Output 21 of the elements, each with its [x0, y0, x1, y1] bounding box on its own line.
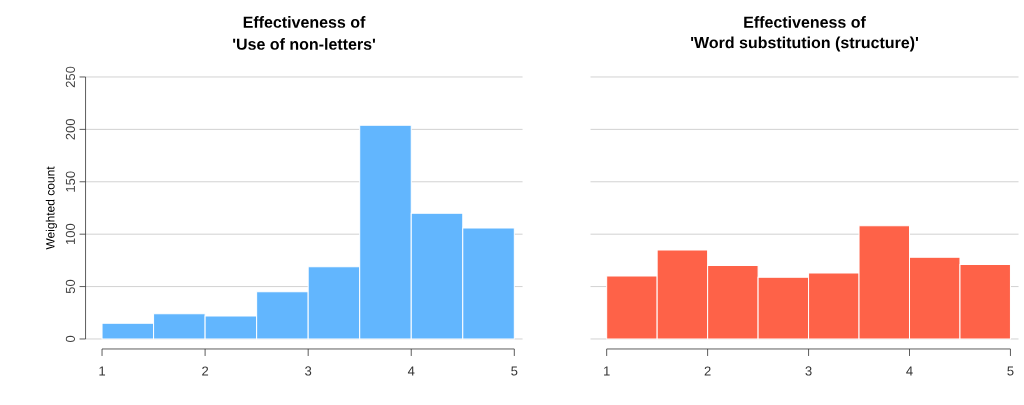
- y-tick-label: 250: [65, 66, 76, 88]
- x-tick-label: 2: [704, 366, 711, 376]
- chart-title: Effectiveness of: [243, 16, 366, 28]
- y-tick-label: 200: [65, 119, 76, 140]
- y-tick-label: 0: [65, 335, 76, 343]
- x-tick-label: 1: [604, 366, 610, 376]
- x-tick-label: 5: [511, 366, 518, 376]
- y-tick-label: 150: [65, 171, 76, 192]
- chart-subtitle: 'Word substitution (structure)': [691, 36, 919, 52]
- x-tick-label: 4: [906, 366, 913, 376]
- y-axis-title: Weighted count: [45, 166, 57, 250]
- y-tick-label: 50: [65, 279, 76, 294]
- chart-title: Effectiveness of: [744, 16, 866, 28]
- x-tick-label: 5: [1007, 366, 1014, 376]
- chart-subtitle: 'Use of non-letters': [233, 38, 376, 50]
- x-tick-label: 1: [99, 366, 106, 376]
- x-tick-label: 2: [202, 366, 209, 376]
- x-tick-label: 4: [407, 366, 415, 376]
- x-tick-label: 3: [305, 366, 312, 376]
- x-tick-label: 3: [805, 366, 812, 376]
- y-tick-label: 100: [65, 223, 76, 245]
